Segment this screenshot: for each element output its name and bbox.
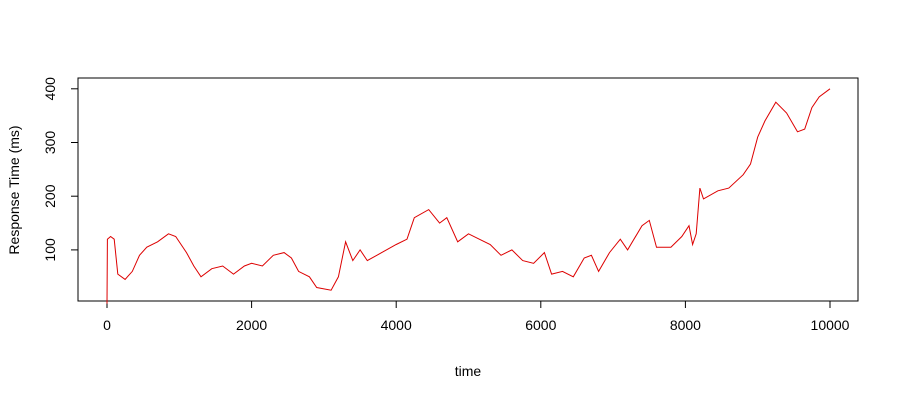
y-tick-label: 400 [42, 77, 58, 101]
y-tick-label: 300 [42, 131, 58, 155]
plot-box [77, 77, 859, 302]
series-line [106, 88, 831, 304]
x-tick-label: 0 [103, 317, 111, 333]
x-axis: 0 2000 4000 6000 8000 10000 [103, 301, 850, 333]
x-tick-label: 2000 [236, 317, 267, 333]
x-axis-label: time [455, 363, 482, 379]
x-tick-label: 6000 [525, 317, 556, 333]
y-tick-label: 200 [42, 184, 58, 208]
x-tick-label: 8000 [670, 317, 701, 333]
y-tick-label: 100 [42, 238, 58, 262]
y-axis-label: Response Time (ms) [6, 125, 22, 254]
x-tick-label: 4000 [381, 317, 412, 333]
x-tick-label: 10000 [811, 317, 850, 333]
y-axis: 100 200 300 400 [42, 77, 78, 262]
